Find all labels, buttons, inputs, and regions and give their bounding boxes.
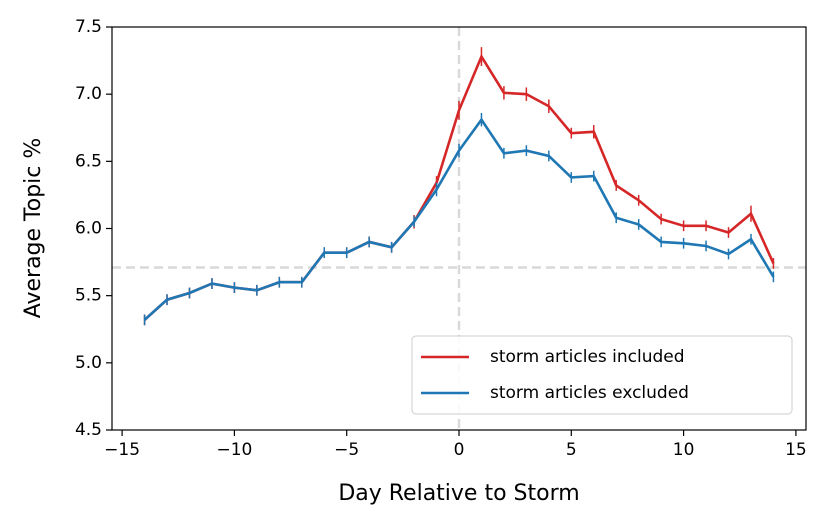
y-axis-label: Average Topic % — [21, 138, 46, 319]
x-axis-label: Day Relative to Storm — [338, 481, 579, 506]
x-tick-label: −5 — [334, 440, 359, 460]
legend-box — [411, 335, 793, 415]
y-tick-label: 7.5 — [75, 17, 102, 37]
legend-label: storm articles excluded — [490, 383, 689, 403]
y-tick-label: 7.0 — [75, 84, 102, 104]
x-tick-label: −10 — [216, 440, 252, 460]
x-tick-label: −15 — [104, 440, 140, 460]
y-tick-label: 5.5 — [75, 286, 102, 306]
x-tick-label: 5 — [566, 440, 577, 460]
y-tick-label: 6.0 — [75, 219, 102, 239]
y-tick-label: 6.5 — [75, 151, 102, 171]
legend-label: storm articles included — [490, 347, 685, 367]
x-tick-label: 10 — [673, 440, 695, 460]
x-tick-label: 0 — [454, 440, 465, 460]
y-tick-label: 4.5 — [75, 420, 102, 440]
x-tick-label: 15 — [785, 440, 807, 460]
y-tick-label: 5.0 — [75, 353, 102, 373]
plot-frame — [111, 26, 807, 431]
